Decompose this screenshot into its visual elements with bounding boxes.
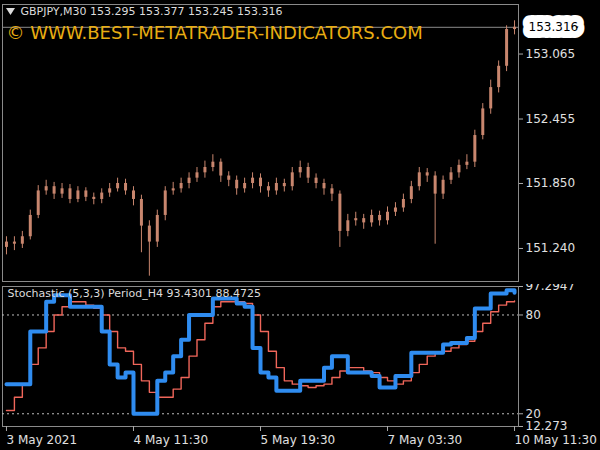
svg-text:152.455: 152.455 [526,112,576,126]
svg-text:12.273: 12.273 [526,419,568,433]
svg-text:151.240: 151.240 [526,241,576,255]
svg-text:7 May 03:30: 7 May 03:30 [388,433,463,447]
svg-text:4 May 11:30: 4 May 11:30 [133,433,208,447]
svg-text:GBPJPY,M30 153.295 153.377 153: GBPJPY,M30 153.295 153.377 153.245 153.3… [21,5,283,18]
svg-text:80: 80 [526,308,541,322]
svg-text:153.316: 153.316 [529,20,579,34]
svg-text:© WWW.BEST-METATRADER-INDICATO: © WWW.BEST-METATRADER-INDICATORS.COM [7,22,423,43]
svg-text:Stochastic (5,3,3) Period_H4 9: Stochastic (5,3,3) Period_H4 93.4301 88.… [8,287,262,300]
svg-text:20: 20 [526,407,541,421]
svg-text:151.850: 151.850 [526,176,576,190]
svg-text:3 May 2021: 3 May 2021 [6,433,77,447]
svg-text:5 May 19:30: 5 May 19:30 [261,433,336,447]
svg-text:10 May 11:30: 10 May 11:30 [515,433,597,447]
svg-text:153.065: 153.065 [526,47,576,61]
svg-text:97.2947: 97.2947 [526,284,576,293]
